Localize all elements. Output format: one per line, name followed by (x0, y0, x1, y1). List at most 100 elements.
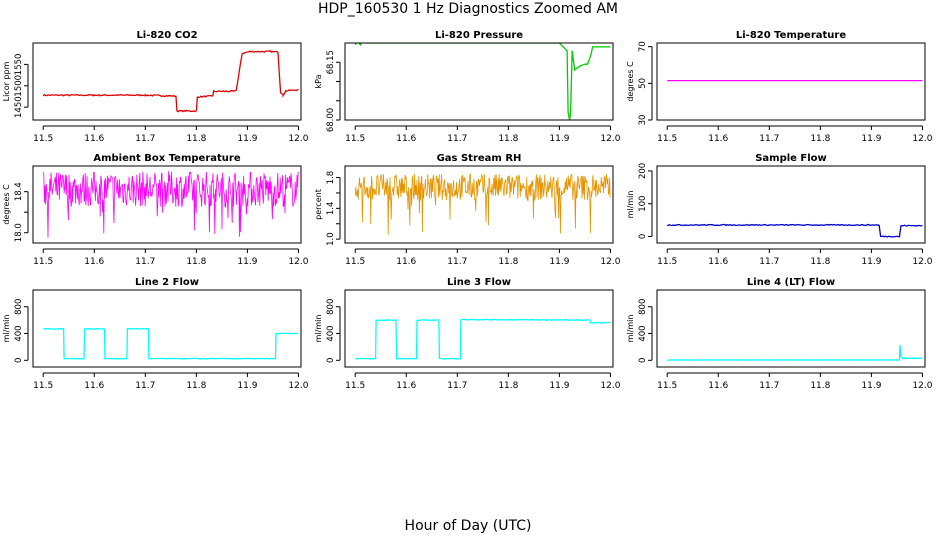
y-tick-label: 1.4 (326, 202, 336, 216)
x-tick-label: 11.7 (447, 134, 467, 144)
y-tick-label: 18.0 (14, 223, 24, 242)
x-tick-label: 11.8 (810, 134, 830, 144)
y-tick-label: 0 (326, 358, 336, 363)
plot-frame (344, 42, 614, 121)
figure-x-axis-label: Hour of Day (UTC) (404, 518, 532, 534)
y-axis-label: Licor ppm (2, 61, 11, 101)
plot-frame (344, 289, 614, 368)
x-tick-label: 11.6 (84, 257, 104, 267)
panel-7: Line 2 Flow ml/min 11.5 11.6 11.7 11.8 11.9 12.… (2, 277, 309, 391)
data-line (43, 327, 299, 360)
x-tick-label: 11.6 (84, 134, 104, 144)
data-line (355, 318, 611, 360)
y-tick-label: 400 (326, 325, 336, 341)
plot-frame (344, 165, 614, 244)
y-tick-label: 68.15 (326, 50, 336, 74)
panel-5: Gas Stream RH percent 11.5 11.6 11.7 11.8 11.9… (314, 153, 621, 267)
x-tick-label: 11.9 (237, 257, 257, 267)
x-axis: 11.5 11.6 11.7 11.8 11.9 12.0 (33, 372, 309, 391)
plot-frame (32, 289, 302, 368)
x-axis: 11.5 11.6 11.7 11.8 11.9 12.0 (33, 248, 309, 267)
x-tick-label: 12.0 (600, 134, 620, 144)
panel-6: Sample Flow ml/min 11.5 11.6 11.7 11.8 11.9 12.… (626, 153, 933, 267)
x-tick-label: 11.5 (345, 134, 365, 144)
y-tick-label: 1.0 (326, 232, 336, 246)
x-tick-label: 11.9 (861, 257, 881, 267)
x-tick-label: 11.8 (498, 381, 518, 391)
x-tick-label: 11.8 (810, 257, 830, 267)
x-axis: 11.5 11.6 11.7 11.8 11.9 12.0 (33, 125, 309, 144)
y-axis-label: ml/min (626, 315, 635, 343)
series-layer (43, 327, 299, 360)
y-tick-label: 30 (638, 115, 648, 126)
x-axis: 11.5 11.6 11.7 11.8 11.9 12.0 (657, 248, 933, 267)
y-tick-label: 0 (14, 358, 24, 363)
y-axis: 30 50 70 (638, 41, 653, 126)
y-tick-label: 68.00 (326, 108, 336, 132)
panel-title: Line 3 Flow (447, 277, 511, 288)
y-tick-label: 0 (638, 234, 648, 239)
plot-frame (656, 289, 926, 368)
x-tick-label: 11.9 (549, 257, 569, 267)
y-tick-label: 1500 (14, 75, 24, 97)
x-tick-label: 11.6 (84, 381, 104, 391)
x-axis: 11.5 11.6 11.7 11.8 11.9 12.0 (657, 372, 933, 391)
x-tick-label: 12.0 (912, 381, 932, 391)
x-axis: 11.5 11.6 11.7 11.8 11.9 12.0 (345, 125, 621, 144)
data-line (354, 173, 611, 235)
x-tick-label: 12.0 (600, 257, 620, 267)
y-tick-label: 70 (638, 41, 648, 52)
y-tick-label: 800 (638, 299, 648, 315)
data-line (354, 43, 611, 120)
x-tick-label: 12.0 (288, 257, 308, 267)
y-axis-label: percent (314, 189, 323, 220)
y-axis-label: ml/min (626, 191, 635, 219)
y-axis-label: degrees C (2, 184, 11, 225)
y-tick-label: 800 (326, 299, 336, 315)
x-tick-label: 11.5 (33, 257, 53, 267)
x-tick-label: 11.5 (345, 257, 365, 267)
y-tick-label: 18.4 (14, 182, 24, 201)
x-tick-label: 12.0 (600, 381, 620, 391)
data-line (42, 171, 299, 238)
y-tick-label: 0 (638, 358, 648, 363)
x-tick-label: 11.7 (135, 257, 155, 267)
y-axis-label: kPa (314, 74, 323, 88)
panel-title: Li-820 CO2 (136, 30, 197, 41)
series-layer (355, 318, 611, 360)
x-tick-label: 12.0 (912, 257, 932, 267)
panel-4: Ambient Box Temperature degrees C 11.5 11.6… (2, 153, 309, 267)
x-axis: 11.5 11.6 11.7 11.8 11.9 12.0 (345, 248, 621, 267)
x-axis: 11.5 11.6 11.7 11.8 11.9 12.0 (345, 372, 621, 391)
data-line (42, 49, 299, 113)
y-tick-label: 400 (14, 325, 24, 341)
x-tick-label: 11.6 (708, 381, 728, 391)
x-tick-label: 11.5 (33, 134, 53, 144)
plot-frame (32, 42, 302, 121)
x-tick-label: 12.0 (288, 134, 308, 144)
x-tick-label: 11.8 (186, 381, 206, 391)
panel-title: Line 4 (LT) Flow (747, 277, 835, 288)
series-layer (354, 173, 611, 235)
panel-title: Sample Flow (755, 153, 827, 164)
y-axis: 0 400 800 (326, 299, 341, 363)
x-tick-label: 11.8 (186, 257, 206, 267)
panel-title: Line 2 Flow (135, 277, 199, 288)
y-tick-label: 50 (638, 78, 648, 89)
series-layer (42, 49, 299, 113)
y-axis-label: degrees C (626, 61, 635, 102)
x-tick-label: 11.5 (33, 381, 53, 391)
x-tick-label: 11.8 (186, 134, 206, 144)
series-layer (42, 171, 299, 238)
y-axis: 68.00 68.15 (326, 50, 341, 132)
data-line (667, 344, 923, 361)
series-layer (667, 223, 923, 238)
x-tick-label: 11.5 (657, 257, 677, 267)
y-axis: 18.0 18.4 (14, 182, 29, 242)
series-layer (354, 43, 611, 120)
panel-2: Li-820 Pressure kPa 11.5 11.6 11.7 11.8 11.9 12… (314, 30, 621, 144)
data-line (667, 223, 923, 238)
x-tick-label: 11.7 (135, 134, 155, 144)
y-tick-label: 1.8 (326, 171, 336, 185)
